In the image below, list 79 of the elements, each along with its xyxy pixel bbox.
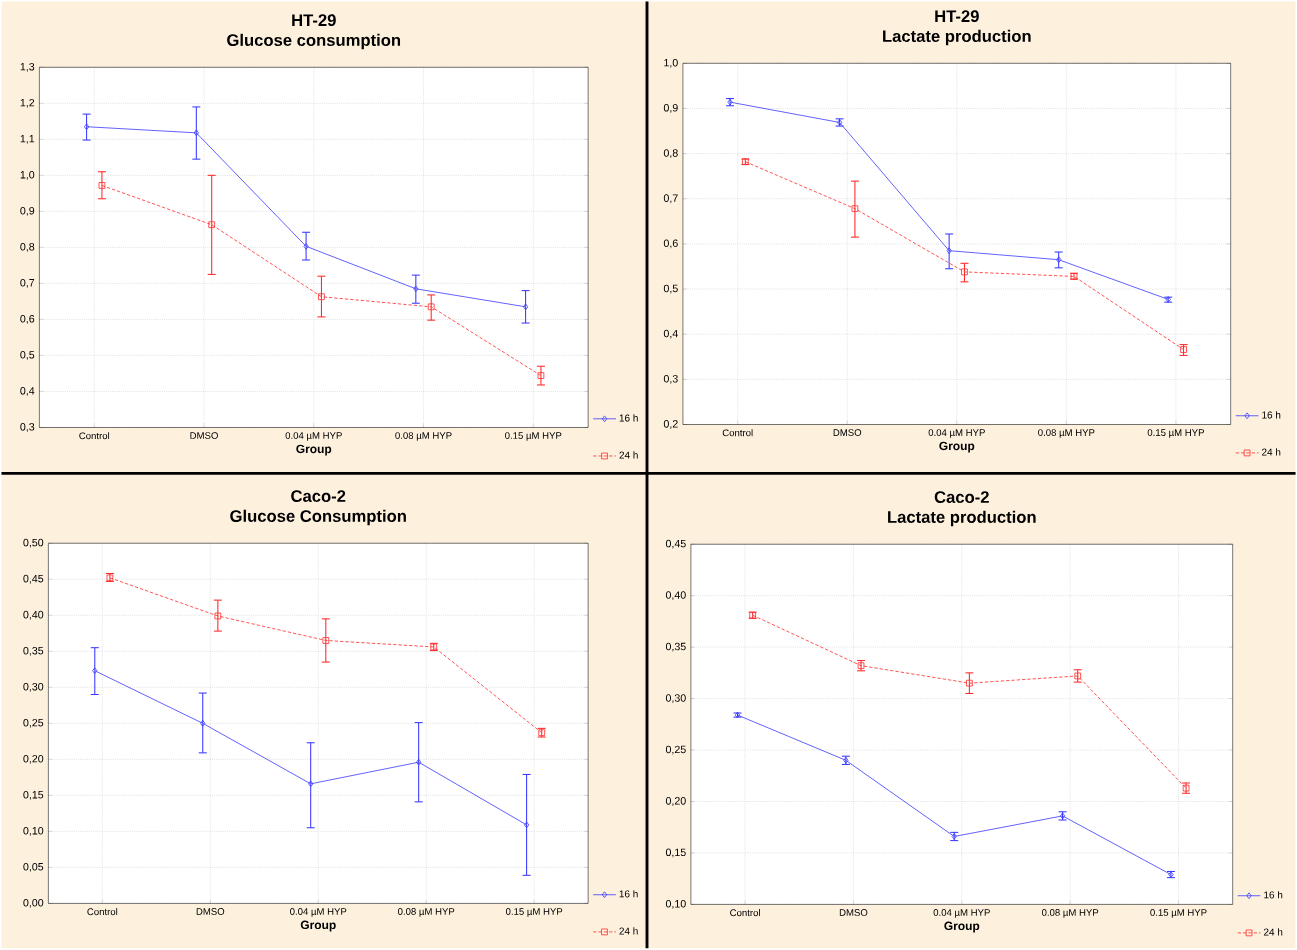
- y-tick-label: 1,2: [20, 99, 35, 108]
- x-tick-label: Control: [87, 908, 118, 916]
- x-tick-label: Control: [79, 432, 110, 440]
- y-tick-label: 0,20: [23, 755, 44, 764]
- y-tick-label: 1,3: [20, 63, 35, 72]
- y-tick-label: 0,10: [23, 827, 44, 836]
- x-tick-label: 0.08 µM HYP: [395, 432, 452, 441]
- y-tick-label: 0,30: [23, 683, 44, 692]
- y-tick-label: 0,45: [665, 539, 686, 549]
- y-tick-label: 0,5: [663, 284, 678, 294]
- y-tick-label: 0,7: [20, 279, 35, 288]
- legend-label: 24 h: [1263, 928, 1283, 936]
- chart-title: Caco-2: [934, 491, 989, 504]
- y-tick-label: 0,50: [23, 538, 44, 548]
- x-tick-label: DMSO: [839, 909, 868, 916]
- x-tick-label: 0.15 µM HYP: [505, 432, 562, 441]
- y-tick-label: 0,20: [665, 797, 686, 806]
- x-axis-title: Group: [944, 921, 980, 933]
- y-tick-label: 0,10: [665, 900, 686, 909]
- y-tick-label: 0,4: [20, 387, 35, 396]
- legend-label: 24 h: [1261, 448, 1281, 456]
- y-tick-label: 0,00: [23, 899, 44, 908]
- y-tick-label: 0,15: [23, 791, 44, 800]
- x-axis-title: Group: [300, 920, 336, 932]
- x-tick-label: 0.15 µM HYP: [1147, 429, 1204, 438]
- y-tick-label: 0,8: [663, 149, 678, 159]
- chart-title: HT-29: [292, 14, 336, 27]
- chart-subtitle: Lactate production: [883, 29, 1031, 46]
- legend-label: 16 h: [619, 890, 638, 898]
- legend-label: 16 h: [1262, 411, 1281, 419]
- y-tick-label: 0,30: [665, 694, 686, 704]
- y-tick-label: 0,2: [663, 420, 678, 429]
- y-tick-label: 0,35: [23, 647, 44, 656]
- y-tick-label: 0,6: [663, 239, 678, 249]
- y-tick-label: 0,35: [665, 642, 686, 652]
- y-tick-label: 0,6: [20, 315, 35, 324]
- y-tick-label: 0,40: [23, 610, 44, 620]
- y-tick-label: 0,8: [20, 243, 35, 252]
- x-tick-label: 0.08 µM HYP: [1038, 429, 1095, 438]
- x-axis-title: Group: [296, 444, 332, 456]
- y-tick-label: 0,7: [663, 194, 678, 204]
- y-tick-label: 0,9: [663, 104, 678, 113]
- chart-subtitle: Lactate production: [888, 510, 1036, 527]
- y-tick-label: 0,4: [663, 329, 678, 339]
- chart-title: Caco-2: [291, 490, 346, 503]
- chart-subtitle: Glucose Consumption: [230, 509, 406, 526]
- y-tick-label: 1,1: [20, 135, 35, 144]
- y-tick-label: 0,45: [23, 574, 44, 584]
- y-tick-label: 0,25: [665, 745, 686, 755]
- legend-label: 24 h: [619, 927, 638, 935]
- y-tick-label: 0,05: [23, 863, 44, 872]
- y-tick-label: 0,3: [663, 375, 678, 384]
- y-tick-label: 0,3: [20, 423, 35, 432]
- x-tick-label: Control: [730, 909, 760, 917]
- x-tick-label: 0.04 µM HYP: [933, 909, 990, 918]
- chart-title: HT-29: [935, 10, 979, 23]
- y-tick-label: 1,0: [20, 171, 35, 180]
- chart-subtitle: Glucose consumption: [227, 33, 401, 50]
- legend-label: 16 h: [1264, 891, 1283, 899]
- x-tick-label: 0.04 µM HYP: [928, 429, 985, 438]
- x-tick-label: 0.08 µM HYP: [398, 908, 455, 917]
- x-tick-label: 0.08 µM HYP: [1041, 909, 1099, 918]
- y-tick-label: 0,15: [665, 848, 686, 858]
- y-tick-label: 0,9: [20, 207, 35, 216]
- x-tick-label: 0.04 µM HYP: [290, 908, 347, 917]
- y-tick-label: 0,25: [23, 719, 44, 728]
- x-tick-label: Control: [722, 429, 753, 437]
- legend-label: 16 h: [619, 414, 638, 422]
- y-tick-label: 0,40: [665, 591, 686, 601]
- legend-label: 24 h: [619, 451, 638, 459]
- x-tick-label: DMSO: [833, 429, 862, 437]
- y-tick-label: 1,0: [664, 59, 678, 68]
- x-tick-label: 0.15 µM HYP: [505, 908, 563, 917]
- x-tick-label: 0.15 µM HYP: [1150, 909, 1207, 918]
- x-tick-label: DMSO: [190, 432, 218, 440]
- x-axis-title: Group: [939, 441, 975, 453]
- x-tick-label: DMSO: [196, 908, 225, 915]
- y-tick-label: 0,5: [20, 351, 35, 360]
- x-tick-label: 0.04 µM HYP: [285, 432, 342, 441]
